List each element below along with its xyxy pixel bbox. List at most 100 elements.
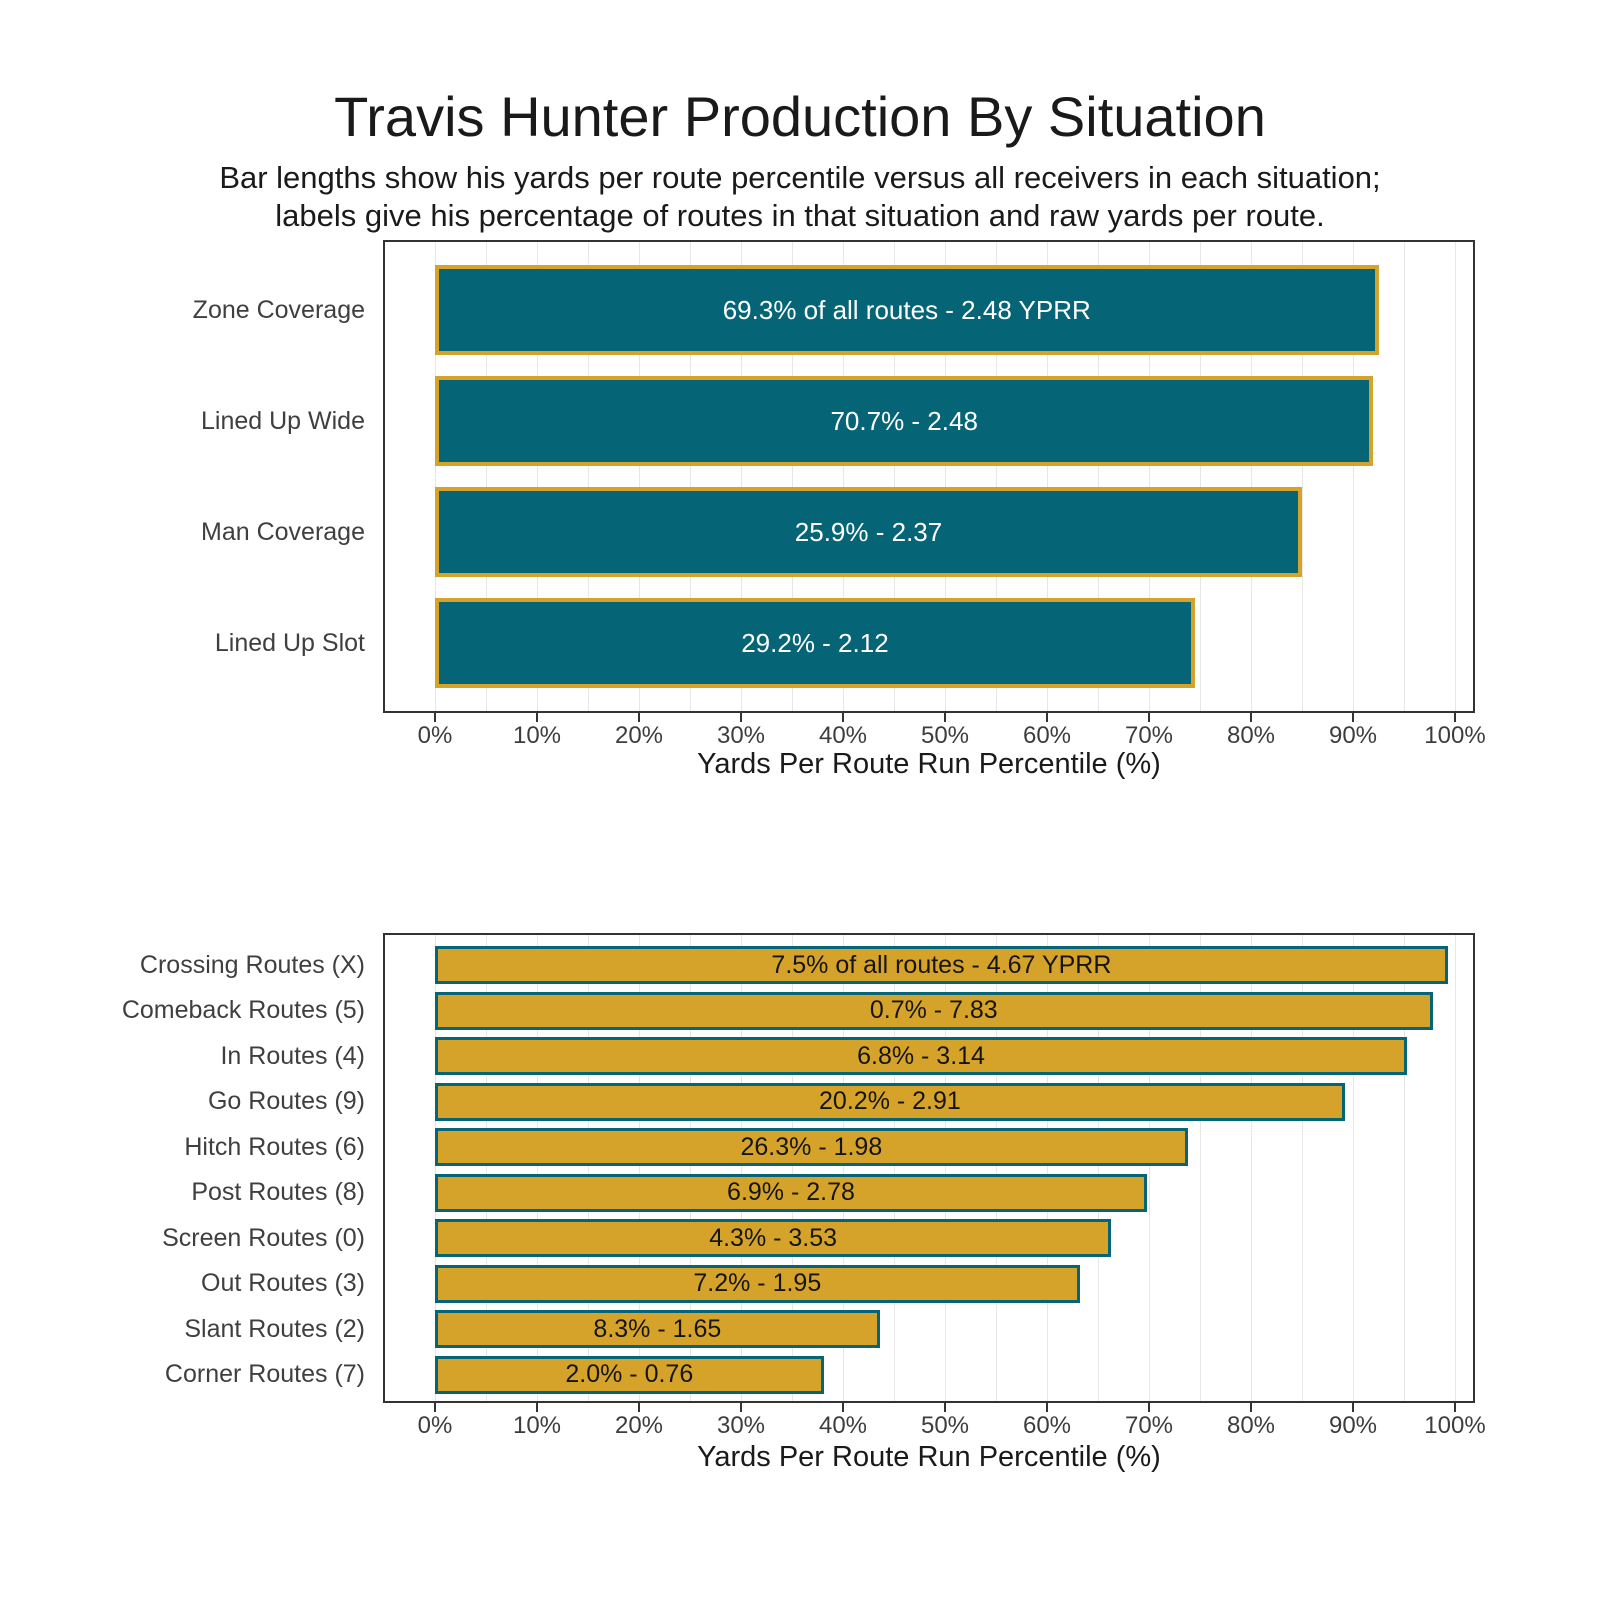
gridline [690,242,691,711]
gridline [435,935,436,1401]
y-axis-label-slant-routes-2: Slant Routes (2) [184,1314,365,1343]
bar-out-routes-3: 7.2% - 1.95 [435,1264,1080,1303]
bar-label-lined-up-slot: 29.2% - 2.12 [741,627,889,658]
situation-chart-panel [383,240,1475,713]
x-axis-tick [1352,713,1354,722]
bar-label-hitch-routes-6: 26.3% - 1.98 [740,1132,883,1161]
x-axis-tick-label: 100% [1424,1412,1486,1439]
bar-label-man-coverage: 25.9% - 2.37 [794,516,943,547]
y-axis-label-post-routes-8: Post Routes (8) [191,1178,365,1206]
gridline [1353,242,1354,711]
gridline [690,935,691,1401]
gridline [1149,242,1150,711]
x-axis-tick-label: 90% [1328,1412,1378,1439]
gridline [588,935,589,1401]
x-axis-tick [1352,1403,1354,1412]
bar-zone-coverage: 69.3% of all routes - 2.48 YPRR [435,265,1379,355]
gridline [945,242,946,711]
bar-label-corner-routes-7: 2.0% - 0.76 [565,1360,694,1388]
page-title: Travis Hunter Production By Situation [334,85,1266,148]
y-axis-label-comeback-routes-5: Comeback Routes (5) [121,996,365,1024]
x-axis-tick [1250,1403,1252,1412]
gridline [1455,935,1456,1401]
gridline [1302,242,1303,711]
gridline [792,935,793,1401]
gridline [639,242,640,711]
gridline [843,242,844,711]
y-axis-label-hitch-routes-6: Hitch Routes (6) [184,1132,365,1161]
x-axis-tick-label: 30% [716,1412,766,1439]
gridline [1455,242,1456,711]
gridline [537,935,538,1401]
bar-label-out-routes-3: 7.2% - 1.95 [693,1269,822,1297]
x-axis-tick-label: 10% [512,722,562,749]
x-axis-tick [842,713,844,722]
x-axis-tick [1454,1403,1456,1412]
y-axis-label-corner-routes-7: Corner Routes (7) [164,1360,365,1388]
x-axis-tick [638,1403,640,1412]
gridline [1047,242,1048,711]
gridline [639,935,640,1401]
gridline [843,935,844,1401]
x-axis-tick [944,1403,946,1412]
gridline [486,242,487,711]
y-axis-label-zone-coverage: Zone Coverage [192,295,365,324]
x-axis-tick-label: 100% [1424,722,1486,749]
x-axis-tick-label: 20% [614,722,664,749]
gridline [486,935,487,1401]
gridline [894,935,895,1401]
y-axis-label-lined-up-wide: Lined Up Wide [201,406,365,435]
bar-label-comeback-routes-5: 0.7% - 7.83 [869,996,998,1024]
x-axis-tick-label: 70% [1124,1412,1174,1439]
x-axis-tick-label: 90% [1328,722,1378,749]
x-axis-tick [1454,713,1456,722]
y-axis-label-man-coverage: Man Coverage [201,517,365,546]
bar-label-slant-routes-2: 8.3% - 1.65 [593,1314,722,1343]
y-axis-label-lined-up-slot: Lined Up Slot [214,628,365,657]
x-axis-tick [740,1403,742,1412]
x-axis-tick [944,713,946,722]
gridline [537,242,538,711]
x-axis-tick [1250,713,1252,722]
gridline [1302,935,1303,1401]
x-axis-tick [536,713,538,722]
gridline [1353,935,1354,1401]
x-axis-title-routes: Yards Per Route Run Percentile (%) [697,1441,1161,1473]
gridline [996,242,997,711]
x-axis-tick-label: 60% [1022,722,1072,749]
x-axis-tick-label: 0% [417,722,453,749]
x-axis-tick-label: 0% [417,1412,453,1439]
bar-crossing-routes-x: 7.5% of all routes - 4.67 YPRR [435,946,1448,984]
bar-lined-up-slot: 29.2% - 2.12 [435,598,1195,688]
y-axis-label-crossing-routes-x: Crossing Routes (X) [139,950,365,979]
x-axis-tick [1148,1403,1150,1412]
y-axis-label-screen-routes-0: Screen Routes (0) [162,1223,365,1252]
gridline [1047,935,1048,1401]
gridline [741,935,742,1401]
bar-label-post-routes-8: 6.9% - 2.78 [727,1178,855,1206]
x-axis-tick [740,713,742,722]
bar-lined-up-wide: 70.7% - 2.48 [435,376,1374,466]
gridline [1200,242,1201,711]
x-axis-tick [1046,1403,1048,1412]
x-axis-title-situation: Yards Per Route Run Percentile (%) [697,748,1161,780]
x-axis-tick [434,1403,436,1412]
bar-slant-routes-2: 8.3% - 1.65 [435,1310,880,1348]
gridline [1200,935,1201,1401]
bar-label-screen-routes-0: 4.3% - 3.53 [709,1223,838,1252]
gridline [1098,935,1099,1401]
x-axis-tick [1148,713,1150,722]
gridline [1251,242,1252,711]
bar-label-go-routes-9: 20.2% - 2.91 [819,1087,961,1115]
bar-go-routes-9: 20.2% - 2.91 [435,1082,1345,1121]
bar-comeback-routes-5: 0.7% - 7.83 [435,991,1433,1030]
x-axis-tick [638,713,640,722]
bar-label-lined-up-wide: 70.7% - 2.48 [830,405,978,436]
x-axis-tick-label: 60% [1022,1412,1072,1439]
gridline [435,242,436,711]
x-axis-tick-label: 40% [818,1412,868,1439]
y-axis-label-go-routes-9: Go Routes (9) [207,1087,365,1115]
gridline [1149,935,1150,1401]
x-axis-tick-label: 20% [614,1412,664,1439]
